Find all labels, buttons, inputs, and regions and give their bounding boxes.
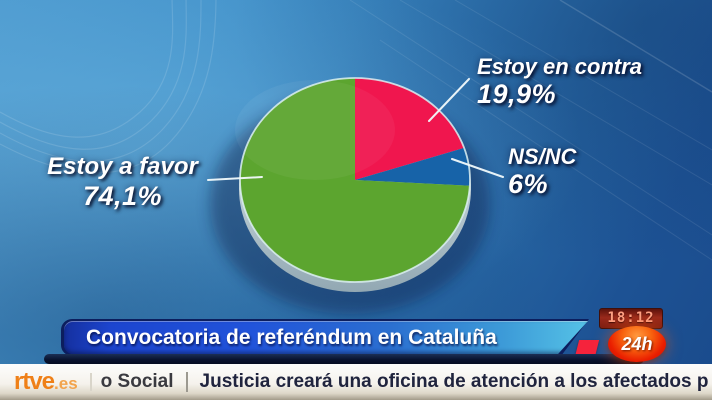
ticker-divider	[185, 372, 188, 392]
rtve-logo-suffix: .es	[54, 374, 78, 393]
pie-label-contra-text: Estoy en contra	[477, 54, 643, 79]
banner-title: Convocatoria de referéndum en Cataluña	[86, 326, 497, 349]
lower-third-dark-bar	[44, 354, 644, 364]
pie-slice-2	[240, 78, 470, 283]
pie-slice-1	[355, 147, 471, 186]
pie-label-favor-value: 74,1%	[82, 180, 163, 211]
pie-label-nsnc-value: 6%	[508, 169, 549, 200]
pie-sheen	[235, 80, 395, 180]
pie-label-favor-text: Estoy a favor	[47, 153, 198, 180]
ticker-headline: Justicia creará una oficina de atención …	[199, 371, 709, 392]
headline-banner-body: Convocatoria de referéndum en Cataluña	[64, 321, 588, 354]
leader-line-contra	[428, 78, 470, 122]
pie-label-nsnc: NS/NC 6%	[508, 144, 576, 200]
clock-badge: 18:12	[599, 308, 663, 329]
headline-banner: Convocatoria de referéndum en Cataluña	[64, 321, 588, 354]
pie-slice-0	[355, 78, 465, 180]
news-ticker: rtve .es o Social Justicia creará una of…	[0, 364, 712, 400]
leader-line-favor	[207, 176, 263, 181]
pie-label-nsnc-text: NS/NC	[508, 144, 577, 169]
pie-rim-outline	[239, 77, 471, 283]
rtve-logo-main: rtve	[14, 368, 55, 395]
leader-line-nsnc	[451, 158, 504, 178]
rtve-logo: rtve .es	[14, 368, 78, 396]
ticker-section: o Social	[100, 371, 174, 392]
channel-24h-logo: 24h	[608, 326, 666, 362]
pie-label-favor: Estoy a favor 74,1%	[30, 153, 215, 212]
pie-label-contra-value: 19,9%	[477, 79, 557, 110]
pie-label-contra: Estoy en contra 19,9%	[477, 54, 642, 110]
ticker-divider-light	[89, 373, 92, 391]
